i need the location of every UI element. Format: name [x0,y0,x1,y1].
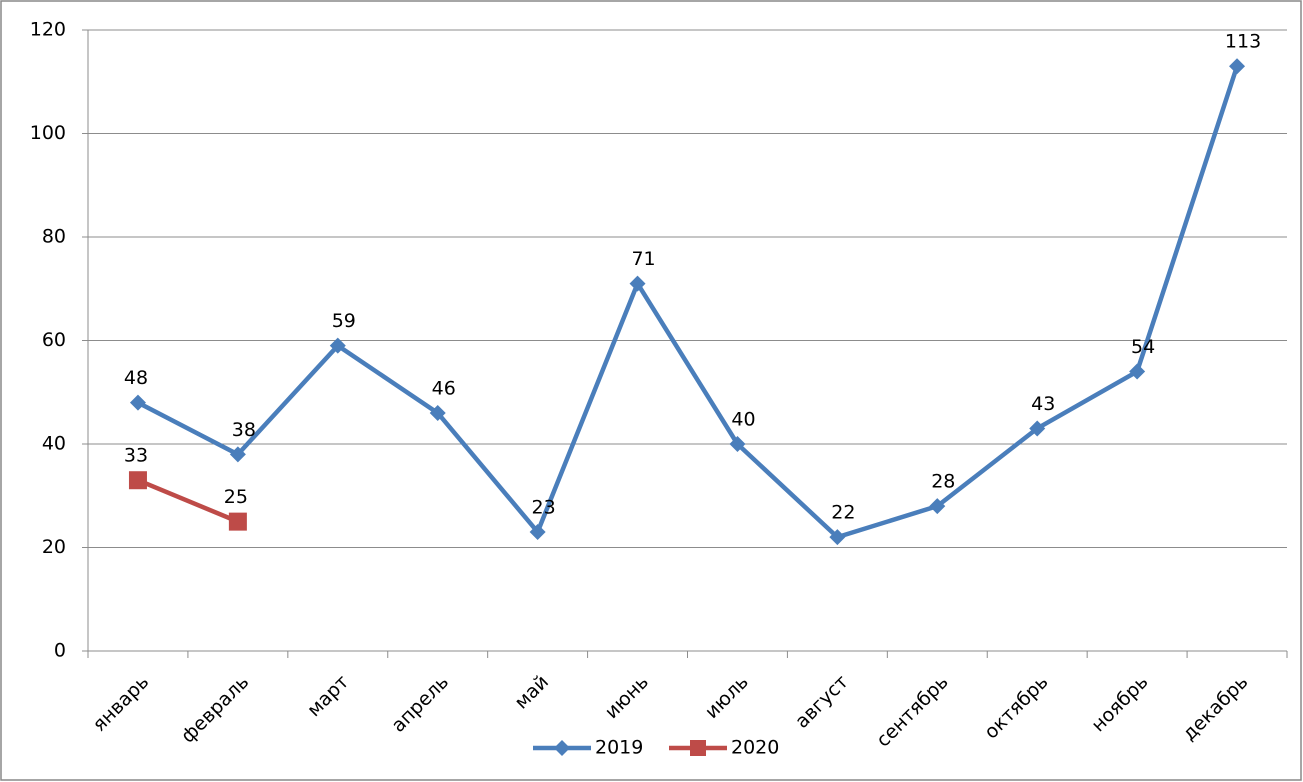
legend-label: 2019 [595,737,643,759]
legend-label: 2020 [731,737,779,759]
marker [329,337,346,354]
data-label: 43 [1031,393,1055,415]
marker [1029,420,1046,437]
marker [1129,363,1146,380]
marker [829,529,846,546]
marker [529,523,546,540]
data-label: 59 [332,310,356,332]
data-label: 113 [1225,31,1261,53]
marker [1229,58,1246,75]
marker [729,436,746,452]
y-tick-label: 20 [42,536,66,558]
series-line [136,65,1240,540]
y-tick-label: 120 [30,19,66,41]
y-tick-label: 100 [30,122,66,144]
marker [554,740,570,756]
marker [429,404,446,421]
marker [129,394,146,411]
data-label: 23 [532,496,556,518]
marker [629,275,646,292]
marker [929,498,946,515]
marker [128,471,147,490]
data-label: 71 [631,248,655,270]
y-tick-label: 40 [42,433,66,455]
data-label: 46 [432,377,456,399]
data-label: 40 [731,409,755,431]
data-label: 28 [931,471,955,493]
y-tick-label: 80 [42,226,66,248]
series-line [137,478,239,524]
data-label: 48 [124,367,148,389]
marker [228,512,247,531]
marker [229,446,246,463]
data-label: 22 [831,502,855,524]
data-label: 38 [232,419,256,441]
data-label: 54 [1131,336,1155,358]
data-label: 33 [124,445,148,467]
y-tick-label: 0 [54,640,66,662]
data-label: 25 [224,486,248,508]
marker [690,740,706,756]
y-tick-label: 60 [42,329,66,351]
